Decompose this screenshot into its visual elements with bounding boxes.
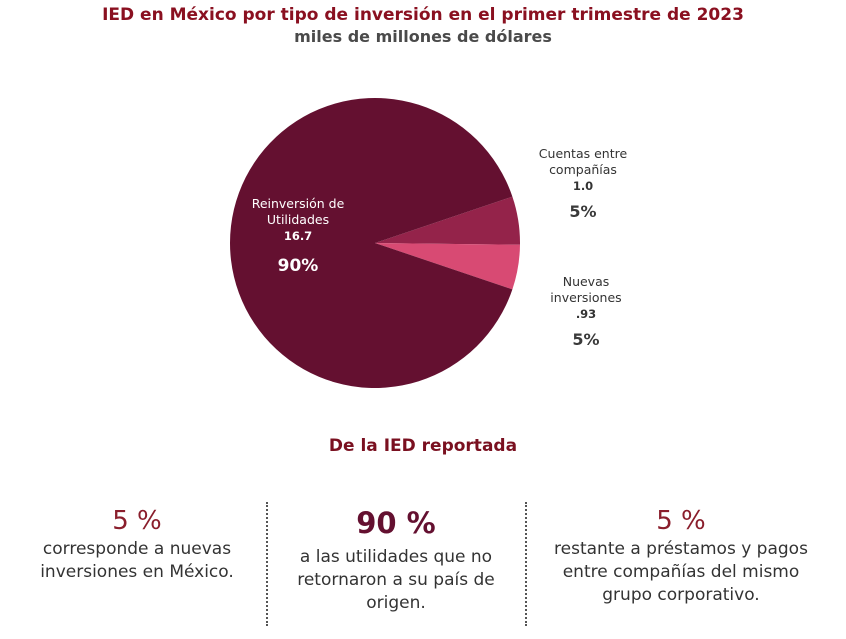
slice-percent-cuentas: 5% xyxy=(569,202,597,221)
slice-name-nuevas: Nuevas inversiones xyxy=(550,274,622,305)
slice-label-nuevas: Nuevas inversiones .93 5% xyxy=(538,274,634,348)
summary-divider-left xyxy=(266,502,268,626)
summary-percent-utilidades: 90 % xyxy=(356,506,436,540)
slice-percent-nuevas: 5% xyxy=(572,330,600,349)
slice-value-nuevas: .93 xyxy=(575,307,597,321)
pie-chart xyxy=(230,98,520,389)
slice-percent-reinversion: 90% xyxy=(277,256,319,276)
slice-value-cuentas: 1.0 xyxy=(572,179,594,193)
summary-text-nuevas: corresponde a nuevas inversiones en Méxi… xyxy=(40,539,234,582)
summary-percent-nuevas: 5 % xyxy=(112,506,162,536)
slice-name-cuentas: Cuentas entre compañías xyxy=(538,146,628,177)
slice-nuevas xyxy=(375,243,520,290)
summary-text-utilidades: a las utilidades que no retornaron a su … xyxy=(297,547,495,613)
summary-column-cuentas: 5 % restante a préstamos y pagos entre c… xyxy=(540,506,822,607)
chart-subtitle: miles de millones de dólares xyxy=(294,27,552,46)
summary-column-nuevas: 5 % corresponde a nuevas inversiones en … xyxy=(22,506,252,584)
slice-label-cuentas: Cuentas entre compañías 1.0 5% xyxy=(528,146,638,220)
slice-cuentas xyxy=(375,196,520,245)
slice-label-reinversion: Reinversión de Utilidades 16.7 90% xyxy=(238,196,358,276)
summary-heading: De la IED reportada xyxy=(328,436,518,456)
slice-reinversion xyxy=(230,98,513,389)
summary-text-cuentas: restante a préstamos y pagos entre compa… xyxy=(554,539,808,605)
slice-name-reinversion: Reinversión de Utilidades xyxy=(251,196,345,227)
summary-divider-right xyxy=(525,502,527,626)
summary-percent-cuentas: 5 % xyxy=(656,506,706,536)
slice-value-reinversion: 16.7 xyxy=(283,229,313,243)
summary-column-utilidades: 90 % a las utilidades que no retornaron … xyxy=(280,506,512,615)
chart-title: IED en México por tipo de inversión en e… xyxy=(102,5,744,25)
